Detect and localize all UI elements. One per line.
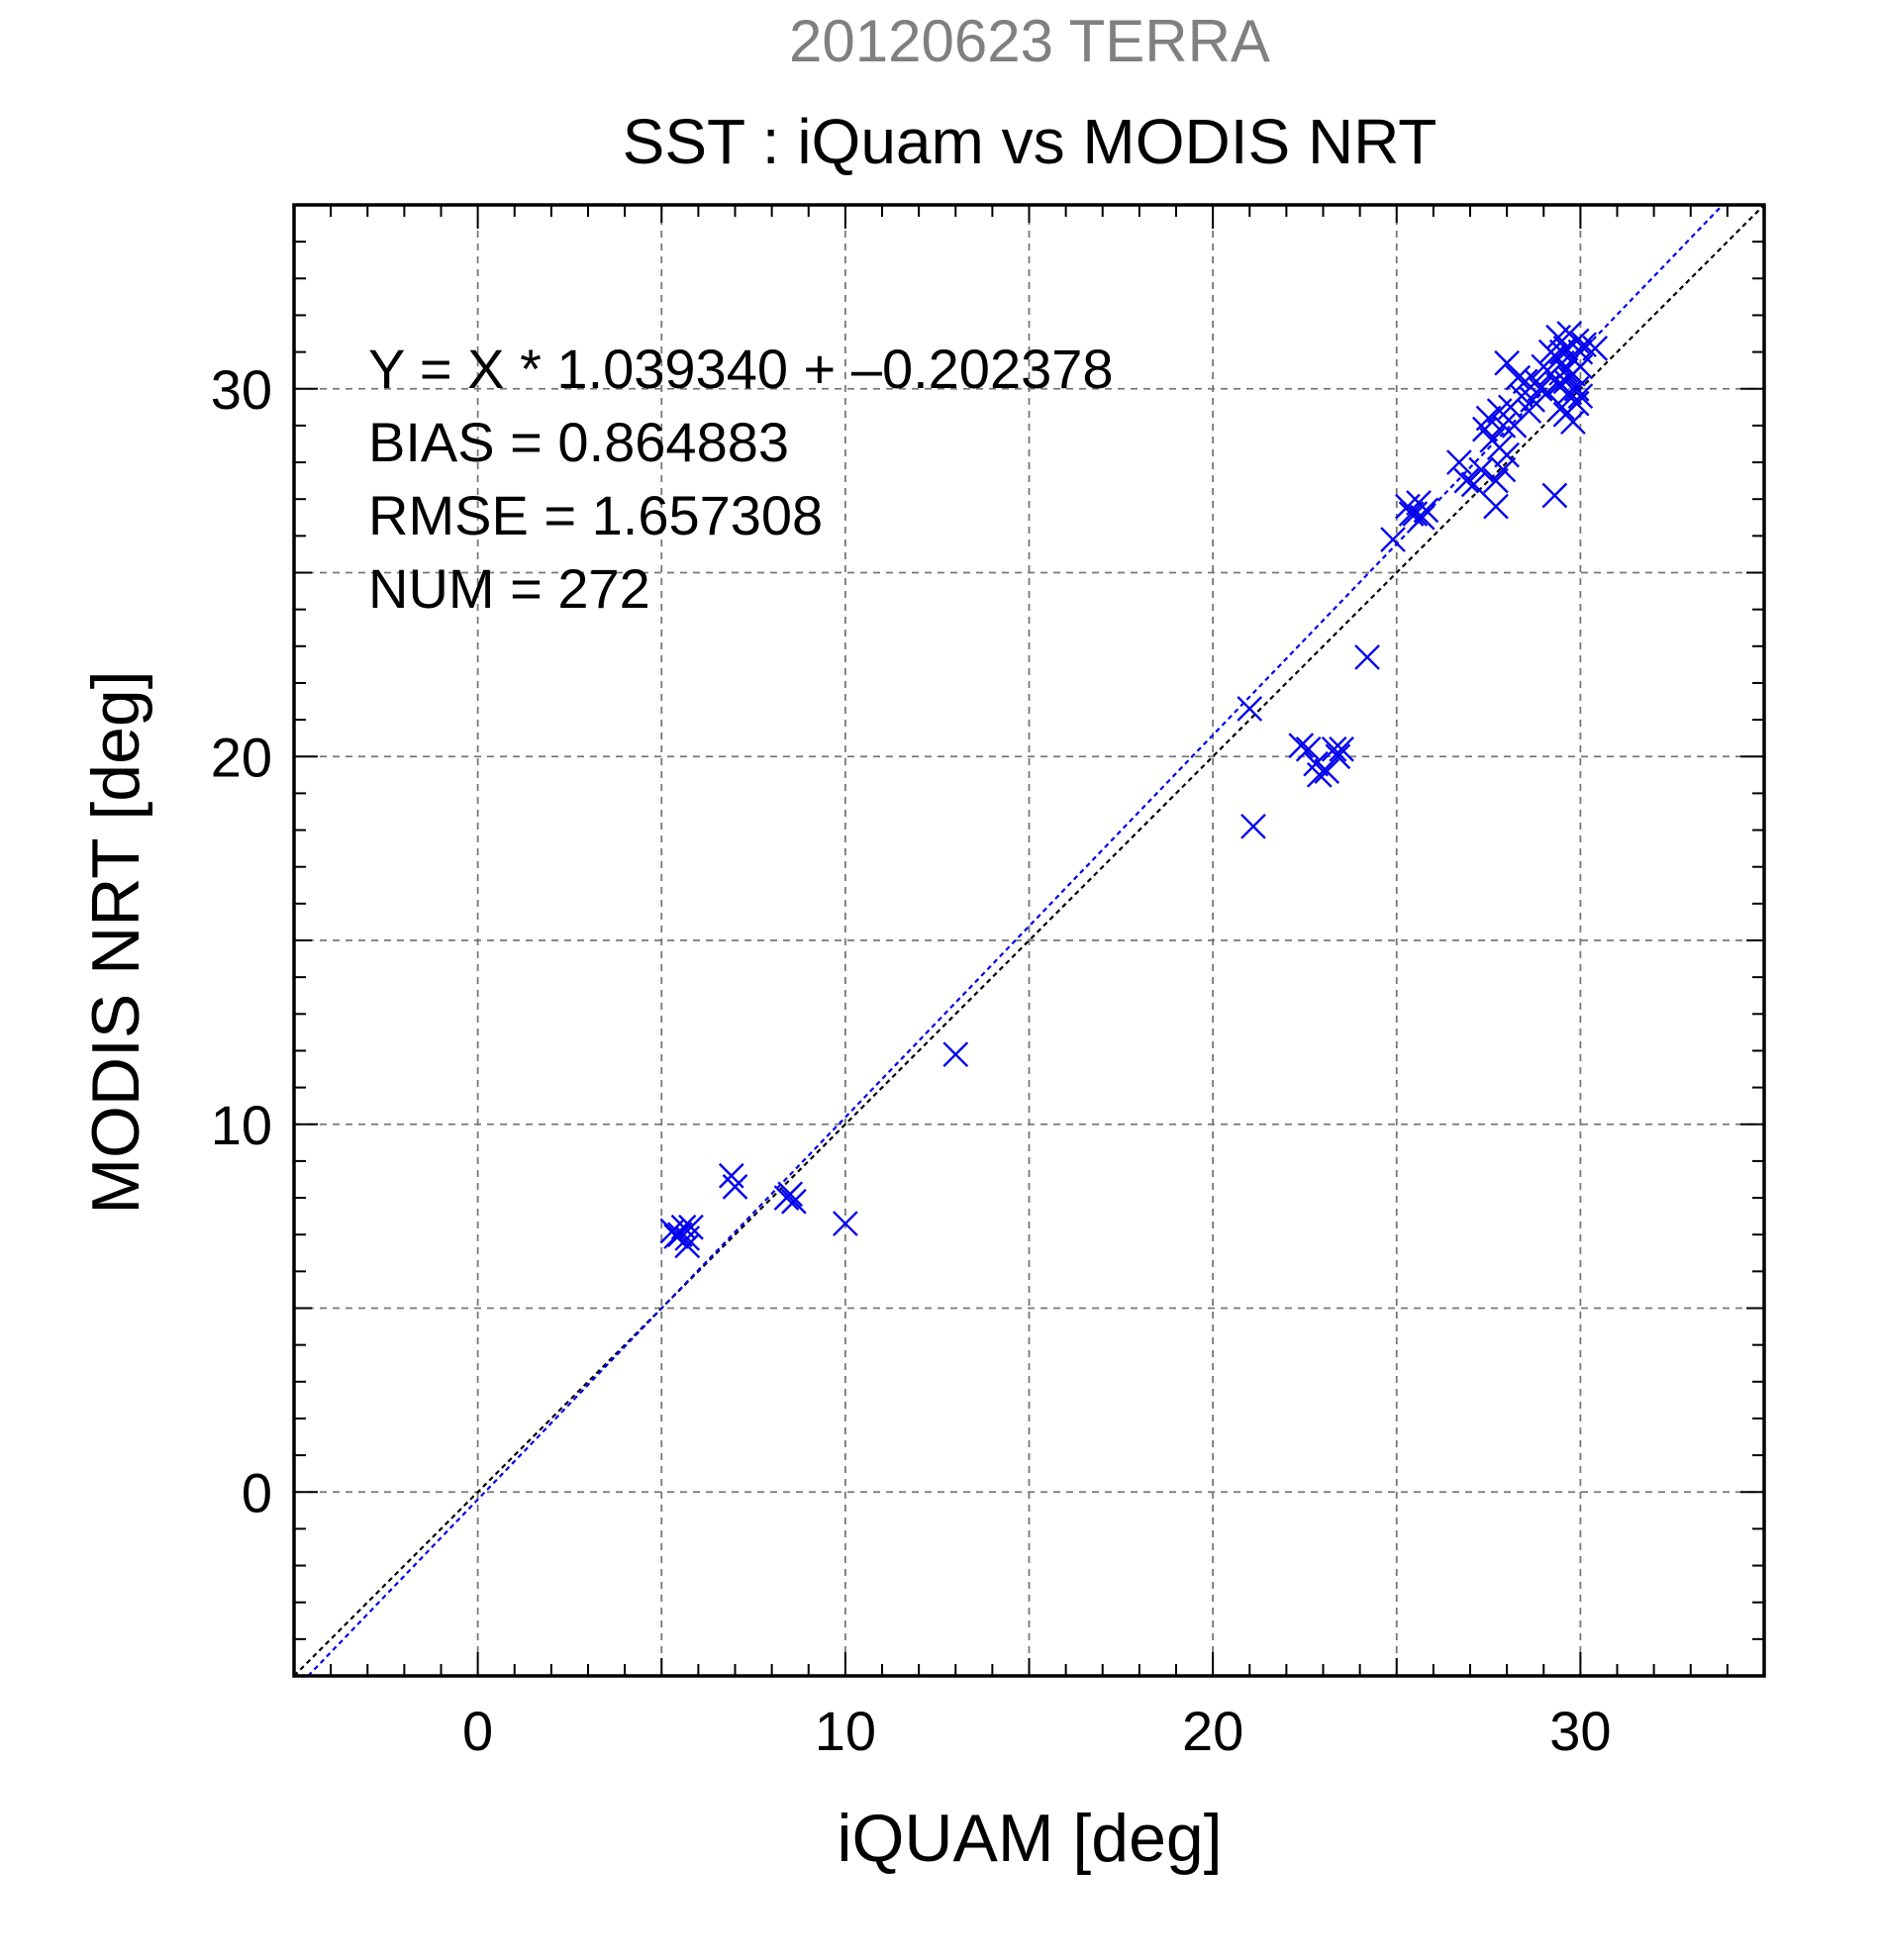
data-point (1523, 368, 1549, 395)
data-point (1413, 497, 1439, 524)
y-tick-label: 0 (242, 1461, 272, 1523)
data-point (1329, 735, 1354, 762)
stats-rmse: RMSE = 1.657308 (368, 484, 823, 546)
data-point (1556, 364, 1583, 391)
x-tick-label: 10 (815, 1700, 876, 1762)
regression-stats: Y = X * 1.039340 + –0.202378 BIAS = 0.86… (368, 338, 1114, 620)
chart-title: SST : iQuam vs MODIS NRT (623, 106, 1437, 177)
data-point (1537, 339, 1564, 365)
data-point (663, 1224, 689, 1249)
data-point (1567, 339, 1594, 365)
data-point (1483, 493, 1509, 520)
data-point (1446, 449, 1472, 475)
data-point (1512, 368, 1538, 395)
data-point (781, 1188, 807, 1215)
data-point (1380, 527, 1406, 552)
data-point (1321, 735, 1347, 762)
x-tick-label: 20 (1182, 1700, 1243, 1762)
data-point (1483, 467, 1509, 494)
data-point (1548, 339, 1575, 365)
minor-ticks (294, 205, 1764, 1676)
data-point (1567, 383, 1594, 410)
data-point (674, 1232, 701, 1259)
data-point (942, 1041, 969, 1068)
data-point (1490, 413, 1517, 439)
data-point (833, 1211, 858, 1236)
y-tick-label: 30 (211, 358, 272, 421)
y-tick-label: 20 (211, 726, 272, 788)
fit-line (307, 204, 1724, 1677)
plot-frame (292, 203, 1766, 1678)
x-tick-label: 30 (1549, 1700, 1611, 1762)
x-axis-label: iQUAM [deg] (837, 1801, 1222, 1876)
y-axis-label: MODIS NRT [deg] (78, 670, 153, 1214)
data-point (1552, 401, 1579, 428)
data-point (1453, 467, 1480, 494)
identity-line (293, 204, 1765, 1677)
data-point (1548, 394, 1575, 421)
data-point (1505, 364, 1532, 391)
data-point (1490, 456, 1517, 483)
data-point (1475, 405, 1502, 432)
data-point (1582, 336, 1609, 361)
data-point (1288, 733, 1315, 758)
reference-lines (293, 204, 1765, 1677)
x-tick-labels: 0 10 20 30 (462, 1700, 1611, 1762)
y-tick-label: 10 (211, 1094, 272, 1156)
data-point (722, 1174, 748, 1200)
data-point (1541, 482, 1568, 509)
y-tick-labels: 0 10 20 30 (211, 358, 272, 1524)
data-point (1240, 813, 1266, 839)
chart-top-title: 20120623 TERRA (789, 8, 1270, 74)
data-point (1295, 735, 1322, 762)
data-point (1494, 441, 1520, 468)
data-point (1398, 501, 1425, 527)
data-points (659, 321, 1609, 1259)
data-point (1237, 696, 1263, 722)
data-point (1460, 471, 1487, 498)
stats-bias: BIAS = 0.864883 (368, 411, 789, 473)
data-point (1354, 644, 1380, 670)
data-point (1314, 758, 1340, 784)
data-point (1325, 743, 1351, 770)
data-point (666, 1222, 693, 1248)
stats-num: NUM = 272 (368, 557, 650, 620)
x-tick-label: 0 (462, 1700, 493, 1762)
data-point (777, 1181, 804, 1208)
stats-equation: Y = X * 1.039340 + –0.202378 (368, 338, 1114, 400)
data-point (1468, 456, 1494, 483)
